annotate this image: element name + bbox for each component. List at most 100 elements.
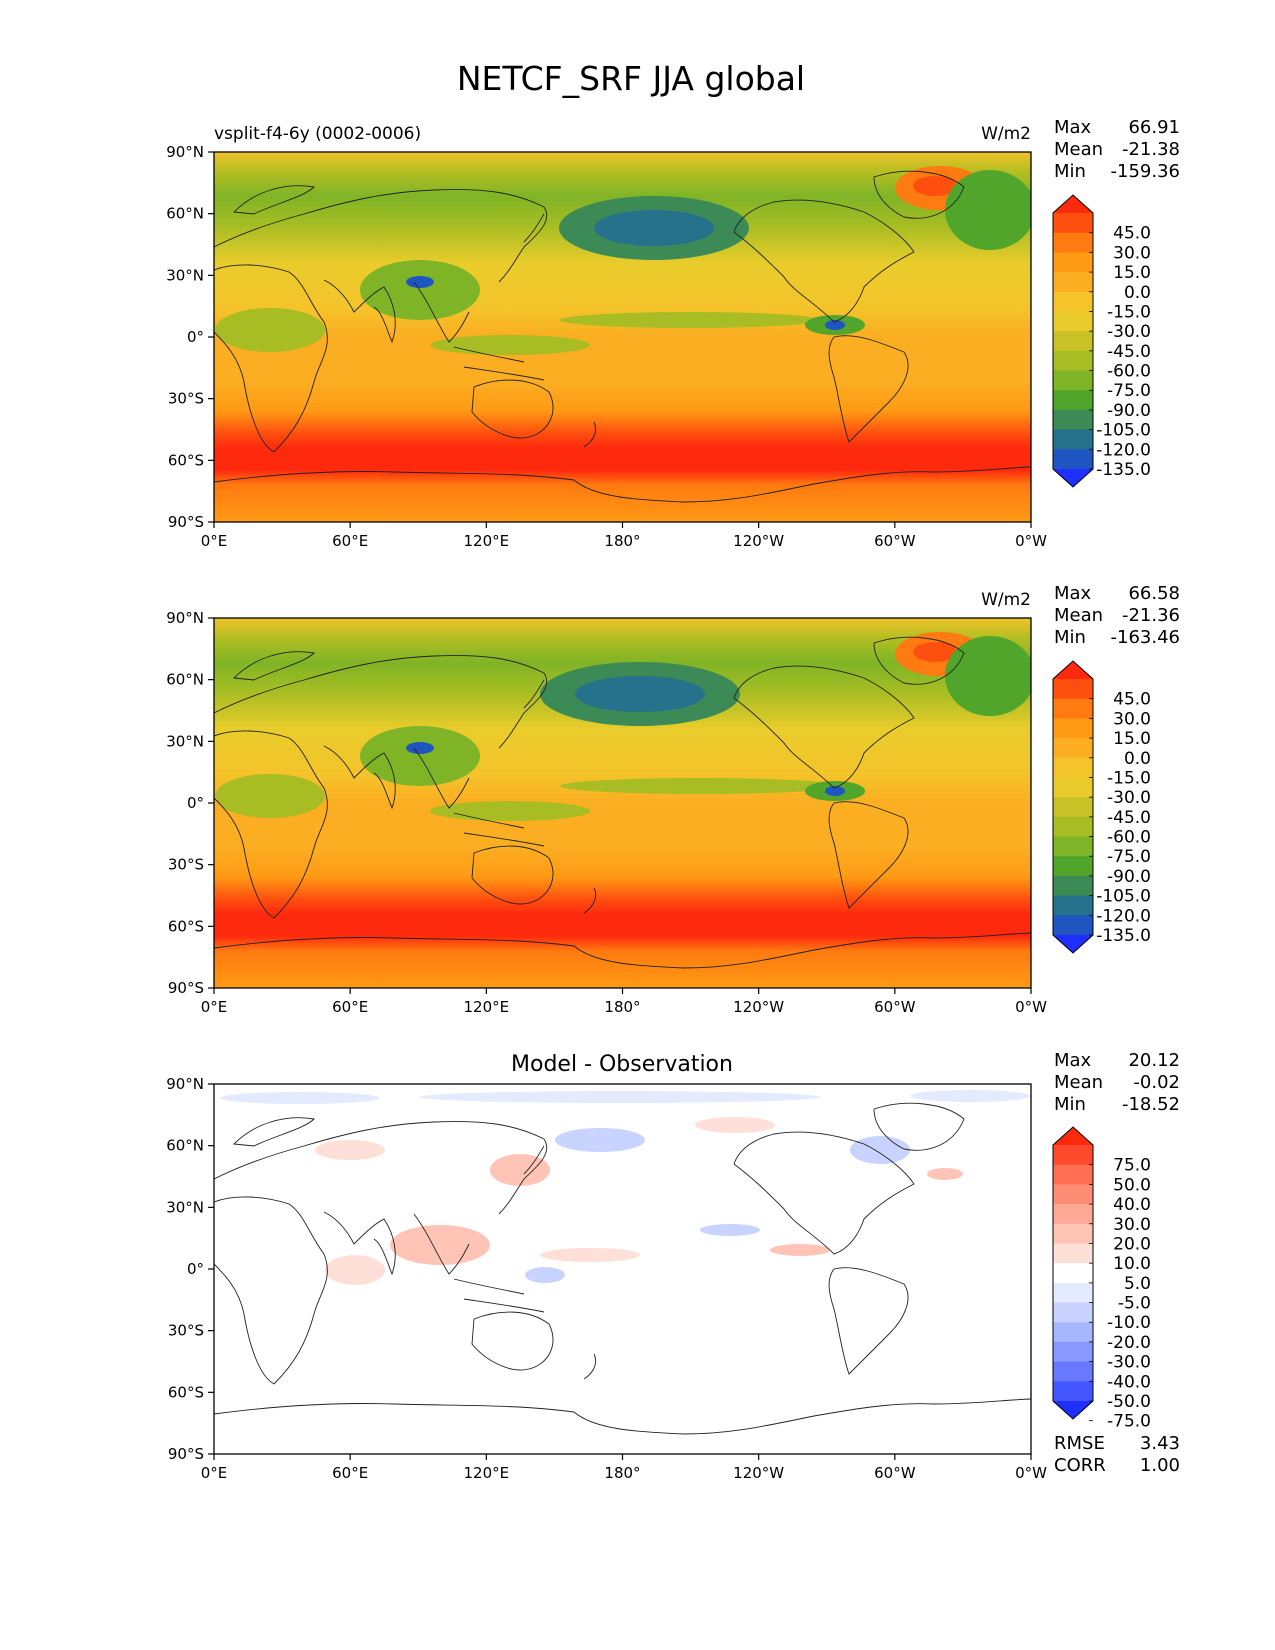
stat-label: Max bbox=[1054, 583, 1092, 604]
colorbar-segment bbox=[1053, 816, 1093, 838]
colorbar-level-label: -50.0 bbox=[1107, 1392, 1151, 1412]
colorbar-segment bbox=[1053, 409, 1093, 431]
panel-center-title: Model - Observation bbox=[511, 1052, 733, 1077]
lon-tick-label: 120°W bbox=[733, 1464, 784, 1482]
stat-label: Mean bbox=[1054, 1072, 1103, 1093]
stats-block: Max 20.12 Mean -0.02 Min -18.52 bbox=[1054, 1050, 1180, 1115]
lon-tick-label: 180° bbox=[604, 998, 640, 1016]
colorbar-level-label: -10.0 bbox=[1107, 1313, 1151, 1333]
lon-tick-label: 180° bbox=[604, 1464, 640, 1482]
colorbar: 75.050.040.030.020.010.05.0-5.0-10.0-20.… bbox=[1052, 1126, 1151, 1432]
rmse-label: RMSE bbox=[1054, 1433, 1105, 1454]
lon-tick-label: 0°W bbox=[1015, 1464, 1047, 1482]
stat-value: -21.36 bbox=[1122, 605, 1180, 626]
colorbar-segment bbox=[1053, 875, 1093, 897]
colorbar-segment bbox=[1053, 1223, 1093, 1244]
stat-value: -159.36 bbox=[1111, 161, 1180, 182]
colorbar-extend-min bbox=[1053, 469, 1093, 487]
colorbar-level-label: 15.0 bbox=[1113, 263, 1151, 283]
lat-tick-label: 60°S bbox=[168, 1383, 204, 1401]
colorbar-level-label: 45.0 bbox=[1113, 224, 1151, 244]
lon-tick-label: 60°E bbox=[332, 1464, 368, 1482]
colorbar-level-label: -90.0 bbox=[1107, 867, 1151, 887]
colorbar-level-label: -30.0 bbox=[1107, 788, 1151, 808]
colorbar-level-label: 50.0 bbox=[1113, 1175, 1151, 1195]
colorbar-segment bbox=[1053, 718, 1093, 739]
stats-block: Max 66.91 Mean -21.38 Min -159.36 bbox=[1054, 117, 1180, 182]
lon-tick-label: 60°E bbox=[332, 998, 368, 1016]
lat-tick-label: 60°N bbox=[166, 671, 204, 689]
lat-tick-label: 30°S bbox=[168, 1322, 204, 1340]
colorbar-segment bbox=[1053, 449, 1093, 470]
colorbar-extend-min bbox=[1053, 935, 1093, 953]
colorbar-segment bbox=[1053, 291, 1093, 312]
rmse-value: 3.43 bbox=[1140, 1433, 1180, 1454]
lat-tick-label: 0° bbox=[187, 794, 204, 812]
diff-metrics: RMSE 3.43 CORR 1.00 bbox=[1054, 1433, 1180, 1476]
colorbar-level-label: 0.0 bbox=[1124, 749, 1151, 769]
colorbar-level-label: -135.0 bbox=[1096, 460, 1151, 480]
lat-tick-label: 60°N bbox=[166, 205, 204, 223]
colorbar-extend-max bbox=[1053, 661, 1093, 679]
colorbar-level-label: 75.0 bbox=[1113, 1156, 1151, 1176]
colorbar-segment bbox=[1053, 698, 1093, 719]
colorbar-segment bbox=[1053, 390, 1093, 411]
colorbar-level-label: -120.0 bbox=[1096, 906, 1151, 926]
colorbar-level-label: 45.0 bbox=[1113, 690, 1151, 710]
lat-tick-label: 0° bbox=[187, 328, 204, 346]
colorbar-level-label: -60.0 bbox=[1107, 362, 1151, 382]
lat-tick-label: 0° bbox=[187, 1260, 204, 1278]
panel-test: vsplit-f4-6y (0002-0006) W/m2 90°N 60°N 30… bbox=[166, 117, 1180, 550]
colorbar-segment bbox=[1053, 331, 1093, 352]
colorbar-segment bbox=[1053, 836, 1093, 857]
lon-tick-label: 120°E bbox=[464, 998, 510, 1016]
lon-tick-label: 0°E bbox=[201, 1464, 228, 1482]
panel-left-title: vsplit-f4-6y (0002-0006) bbox=[214, 124, 421, 144]
lon-tick-label: 60°E bbox=[332, 532, 368, 550]
colorbar-level-label: 10.0 bbox=[1113, 1254, 1151, 1274]
lat-tick-label: 30°S bbox=[168, 390, 204, 408]
lon-tick-label: 120°W bbox=[733, 532, 784, 550]
colorbar-level-label: -90.0 bbox=[1107, 401, 1151, 421]
corr-label: CORR bbox=[1054, 1455, 1106, 1476]
colorbar-level-label: -15.0 bbox=[1107, 302, 1151, 322]
colorbar-segment bbox=[1053, 1302, 1093, 1323]
lon-tick-label: 60°W bbox=[874, 1464, 916, 1482]
colorbar-segment bbox=[1053, 1263, 1093, 1284]
lon-tick-label: 180° bbox=[604, 532, 640, 550]
stats-block: Max 66.58 Mean -21.36 Min -163.46 bbox=[1054, 583, 1180, 648]
lat-tick-label: 30°S bbox=[168, 856, 204, 874]
colorbar-level-label: -5.0 bbox=[1118, 1294, 1151, 1314]
colorbar-level-label: -75.0 bbox=[1107, 1412, 1151, 1432]
colorbar: 45.030.015.00.0-15.0-30.0-45.0-60.0-75.0… bbox=[1052, 660, 1151, 954]
colorbar-level-label: 0.0 bbox=[1124, 283, 1151, 303]
colorbar-segment bbox=[1053, 232, 1093, 253]
lat-tick-label: 60°S bbox=[168, 917, 204, 935]
colorbar-level-label: -75.0 bbox=[1107, 847, 1151, 867]
colorbar-level-label: -105.0 bbox=[1096, 887, 1151, 907]
colorbar-segment bbox=[1053, 1282, 1093, 1304]
stat-label: Min bbox=[1054, 161, 1086, 182]
colorbar-segment bbox=[1053, 1145, 1093, 1166]
colorbar-segment bbox=[1053, 1341, 1093, 1363]
colorbar-segment bbox=[1053, 797, 1093, 818]
colorbar-segment bbox=[1053, 1204, 1093, 1225]
panel-reference: W/m2 90°N 60°N 30°N 0° 30°S 60°S 90°S 0°E 60°E 1… bbox=[166, 583, 1180, 1016]
colorbar-segment bbox=[1053, 777, 1093, 798]
stat-label: Min bbox=[1054, 627, 1086, 648]
lat-tick-label: 90°S bbox=[168, 979, 204, 997]
stat-value: -0.02 bbox=[1133, 1072, 1180, 1093]
colorbar-segment bbox=[1053, 311, 1093, 332]
colorbar-extend-max bbox=[1053, 195, 1093, 213]
colorbar-level-label: -75.0 bbox=[1107, 381, 1151, 401]
colorbar-segment bbox=[1053, 1322, 1093, 1343]
colorbar-level-label: -45.0 bbox=[1107, 342, 1151, 362]
stat-value: 66.58 bbox=[1128, 583, 1180, 604]
lat-tick-label: 90°N bbox=[166, 143, 204, 161]
colorbar-level-label: 5.0 bbox=[1124, 1274, 1151, 1294]
colorbar-level-label: 30.0 bbox=[1113, 243, 1151, 263]
map-field-diff bbox=[214, 1084, 1031, 1454]
colorbar-segment bbox=[1053, 252, 1093, 273]
colorbar-segment bbox=[1053, 915, 1093, 936]
